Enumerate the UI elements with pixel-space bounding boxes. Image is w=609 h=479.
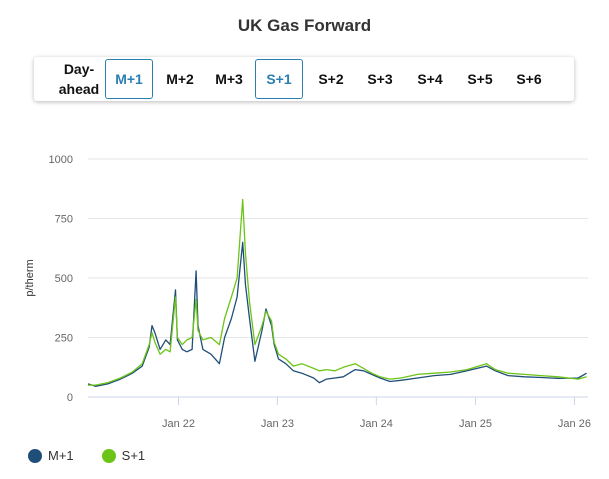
legend-item-m1[interactable]: M+1 [28, 448, 74, 463]
x-tick-label: Jan 25 [459, 418, 492, 430]
x-tick-label: Jan 23 [261, 418, 294, 430]
gridlines [88, 158, 588, 398]
tab-s2[interactable]: S+2 [318, 71, 344, 87]
chart-title: UK Gas Forward [237, 16, 372, 35]
tab-m3[interactable]: M+3 [215, 71, 243, 87]
x-tick-label: Jan 24 [360, 418, 393, 430]
legend-item-s1[interactable]: S+1 [101, 448, 146, 463]
y-tick-label: 500 [55, 273, 73, 285]
x-axis-ticks: Jan 22 Jan 23 Jan 24 Jan 25 Jan 26 [162, 397, 591, 430]
tab-s4[interactable]: S+4 [417, 71, 443, 87]
x-tick-label: Jan 26 [558, 418, 591, 430]
series-lines [87, 198, 587, 387]
series-line-s1 [88, 198, 587, 386]
series-line-m1 [87, 241, 587, 387]
contract-tab-bar: Day-ahead M+1 M+2 M+3 S+1 S+2 S+3 S+4 S+… [34, 57, 574, 101]
tab-s1[interactable]: S+1 [255, 59, 303, 99]
legend-marker-m1 [28, 448, 42, 463]
tab-s3[interactable]: S+3 [367, 71, 393, 87]
tab-s6[interactable]: S+6 [516, 71, 542, 87]
x-tick-label: Jan 22 [162, 418, 195, 430]
y-tick-label: 750 [55, 214, 73, 226]
legend-label-s1: S+1 [121, 448, 146, 463]
y-tick-label: 1000 [49, 154, 73, 166]
y-axis-label: p/therm [24, 259, 36, 296]
y-tick-label: 0 [67, 392, 73, 404]
legend-label-m1: M+1 [48, 448, 74, 463]
legend: M+1 S+1 [28, 448, 145, 463]
legend-marker-s1 [101, 448, 116, 463]
y-axis-ticks: 0 250 500 750 1000 [49, 154, 73, 404]
tab-m1[interactable]: M+1 [105, 59, 153, 99]
tab-s5[interactable]: S+5 [467, 71, 493, 87]
tab-m2[interactable]: M+2 [166, 71, 194, 87]
tab-day-ahead[interactable]: Day-ahead [58, 61, 100, 97]
y-tick-label: 250 [55, 333, 73, 345]
